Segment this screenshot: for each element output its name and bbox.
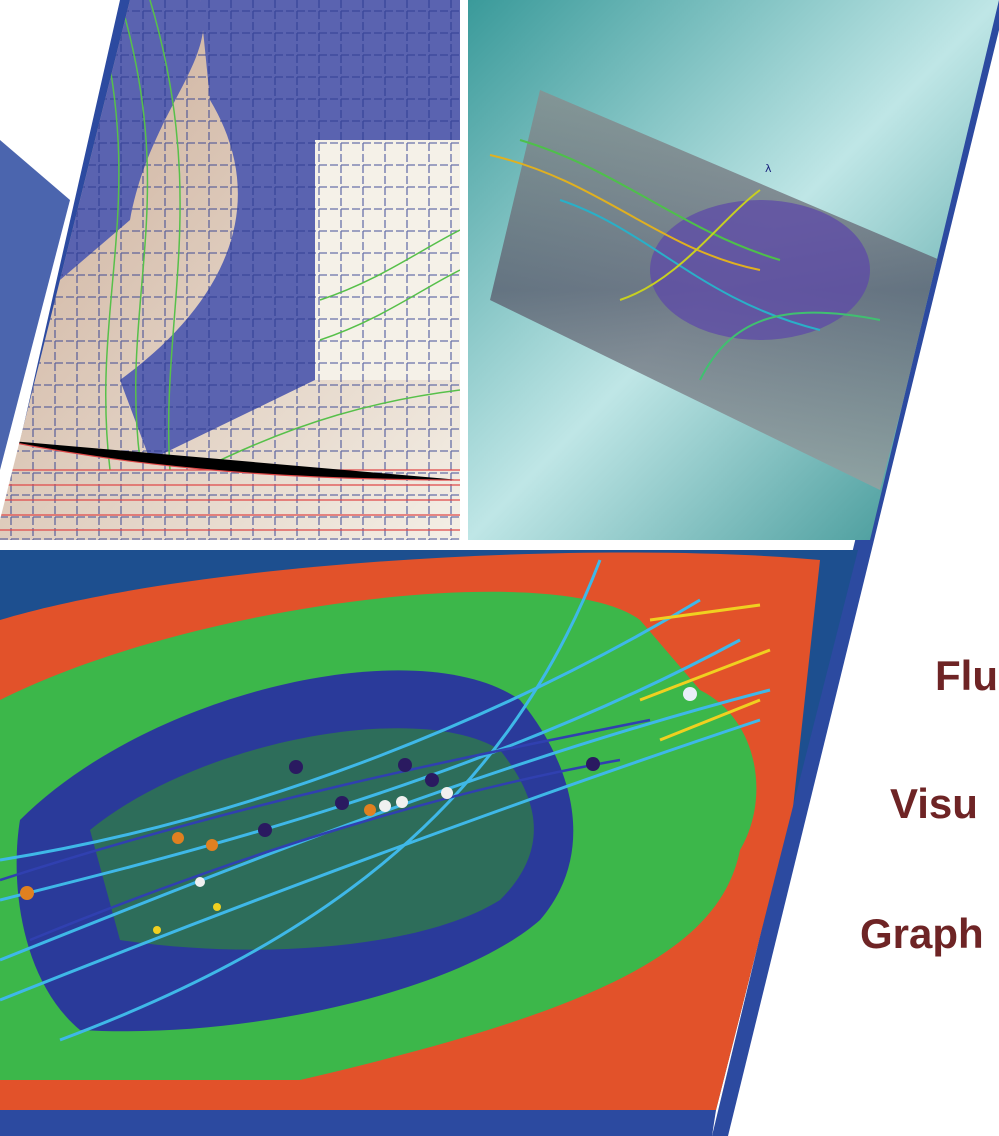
tube-panel: λ: [468, 0, 999, 540]
panel-label: λ: [765, 162, 772, 175]
bottom-band: [0, 1110, 716, 1136]
logo-fragment: [0, 140, 70, 470]
mesh-panel: [0, 0, 460, 540]
heading: Visu: [890, 780, 978, 827]
heading: Graph: [860, 910, 984, 957]
heading: Flu: [935, 652, 998, 699]
volume-panel: [0, 550, 858, 1110]
